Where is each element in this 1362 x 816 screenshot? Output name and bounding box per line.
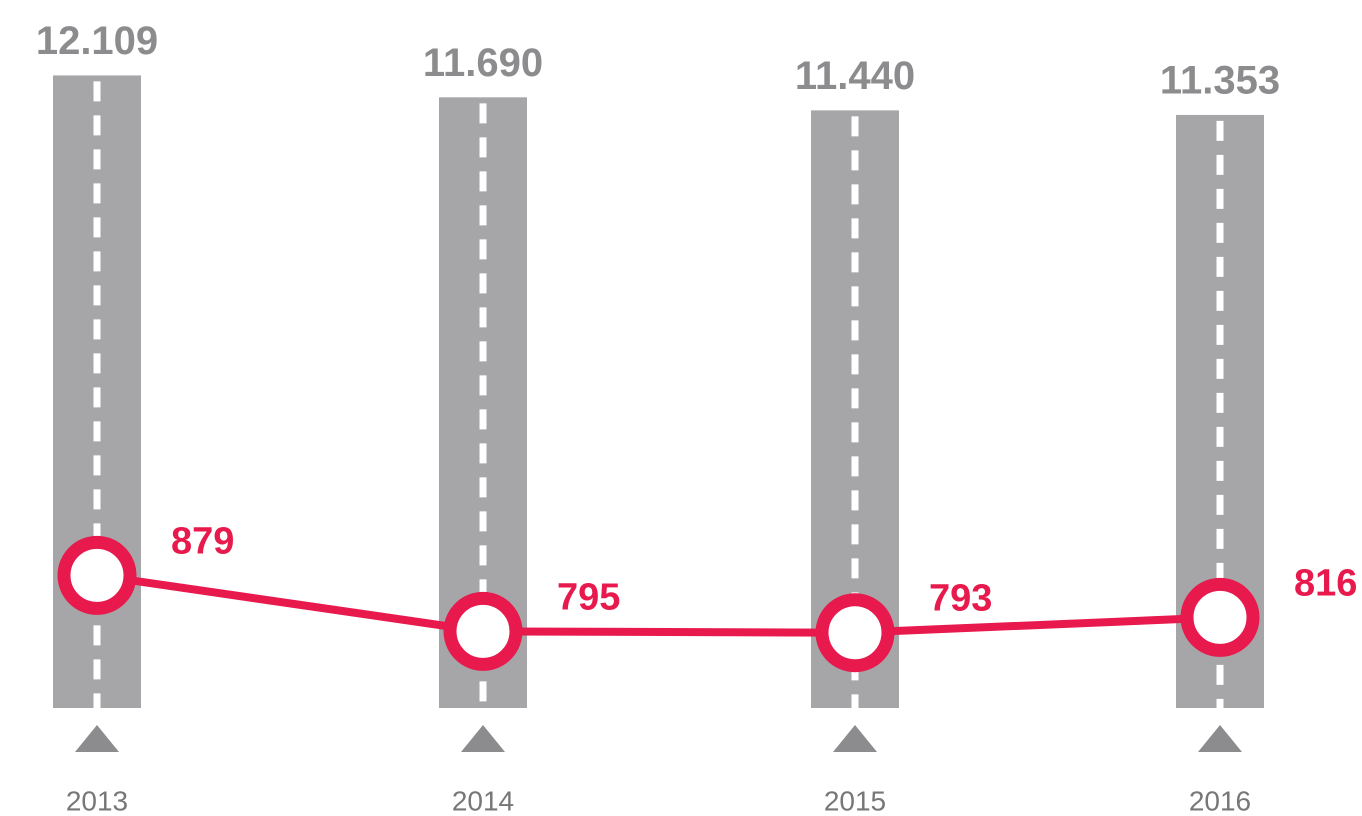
bar-value-label: 11.440: [795, 54, 915, 98]
line-value-label: 816: [1294, 562, 1357, 604]
x-tick-label: 2015: [824, 785, 886, 816]
x-tick-label: 2016: [1189, 785, 1251, 816]
arrow-marker: [461, 725, 505, 752]
line-point: [443, 591, 523, 671]
line-value-label: 795: [557, 576, 620, 618]
arrow-marker: [75, 725, 119, 752]
line-point: [815, 593, 895, 673]
arrow-marker: [1198, 725, 1242, 752]
line: [96, 571, 1221, 637]
line-point: [1180, 577, 1260, 657]
bar-value-label: 11.353: [1160, 58, 1280, 102]
line-point: [57, 535, 137, 615]
bar-value-label: 12.109: [36, 19, 158, 63]
arrow-marker: [833, 725, 877, 752]
line-value-label: 793: [929, 578, 992, 620]
line-value-label: 879: [171, 520, 234, 562]
x-tick-label: 2013: [66, 785, 128, 816]
x-tick-label: 2014: [452, 785, 514, 816]
bar-value-label: 11.690: [423, 41, 543, 85]
